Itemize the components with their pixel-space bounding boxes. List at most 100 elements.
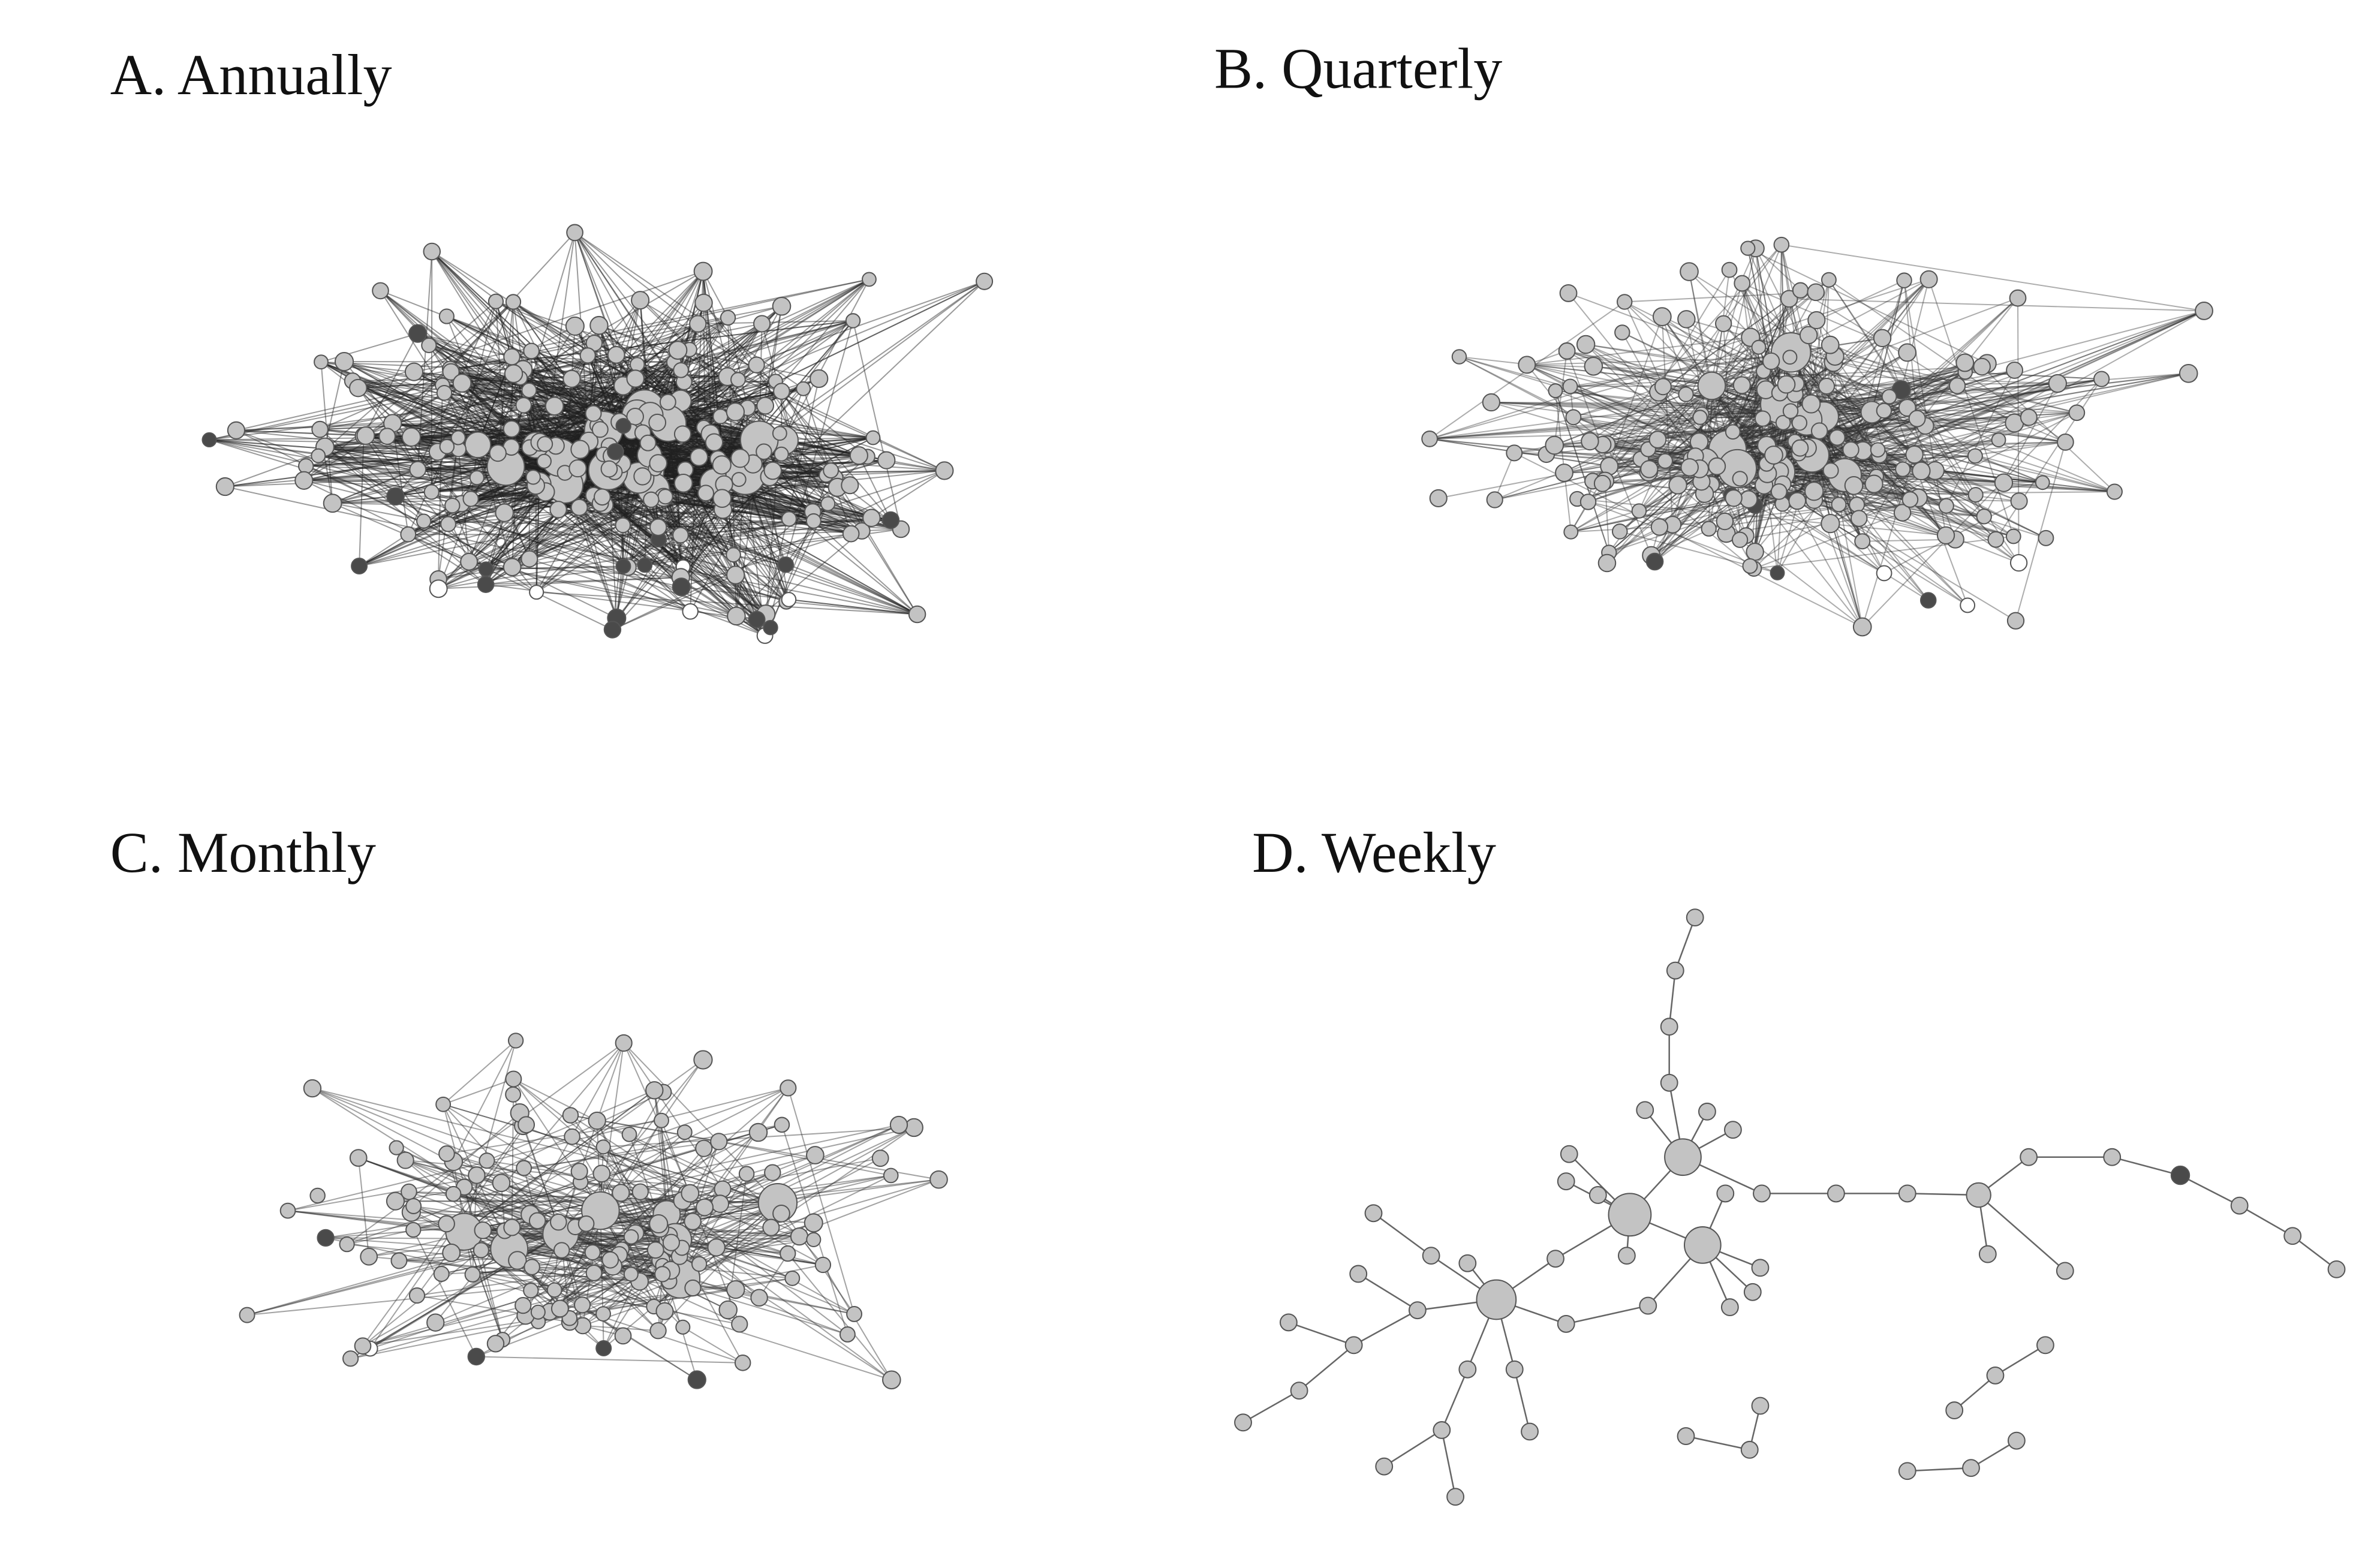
node xyxy=(2010,492,2028,510)
node xyxy=(1645,552,1664,571)
node xyxy=(672,577,691,597)
edge xyxy=(1441,1369,1469,1431)
edge xyxy=(1901,389,1976,457)
node xyxy=(1234,1413,1252,1432)
edge xyxy=(1686,1435,1750,1451)
node xyxy=(356,426,375,445)
edge xyxy=(413,1205,823,1266)
node xyxy=(1654,378,1672,396)
edge xyxy=(312,1088,666,1312)
node xyxy=(1617,1247,1636,1265)
node xyxy=(696,1198,714,1217)
edge xyxy=(1459,356,1812,456)
node xyxy=(738,1166,755,1182)
edge xyxy=(779,281,985,434)
edge xyxy=(1954,1374,1996,1411)
edge xyxy=(1566,350,2017,622)
edge xyxy=(775,381,814,522)
node xyxy=(1955,353,1975,372)
node xyxy=(1753,1184,1771,1203)
node xyxy=(530,1304,546,1320)
edge xyxy=(612,470,945,630)
edge xyxy=(529,390,874,439)
node xyxy=(1708,457,1726,475)
node xyxy=(1458,1254,1477,1272)
edge xyxy=(405,1160,654,1307)
node xyxy=(474,1221,492,1239)
node xyxy=(505,294,522,310)
node xyxy=(780,1245,796,1262)
node xyxy=(705,433,724,452)
edge xyxy=(443,1078,514,1105)
node xyxy=(1876,565,1892,582)
node xyxy=(655,1302,674,1320)
edge xyxy=(318,300,497,456)
edge xyxy=(1726,455,1813,534)
edge xyxy=(1554,390,1572,532)
node xyxy=(630,357,645,372)
edge xyxy=(588,441,859,456)
node xyxy=(1698,1102,1716,1121)
node xyxy=(662,1233,680,1251)
node xyxy=(1664,1138,1702,1176)
edge xyxy=(1726,481,2043,534)
edge xyxy=(1882,338,1976,495)
edge xyxy=(1871,411,2043,483)
edge xyxy=(718,1140,891,1176)
node xyxy=(467,1347,486,1366)
edge xyxy=(1585,344,1831,471)
node xyxy=(846,1306,863,1322)
edge xyxy=(574,232,868,458)
edge xyxy=(1430,425,1925,440)
node xyxy=(693,1050,713,1070)
node xyxy=(654,1266,671,1283)
node xyxy=(342,1350,359,1367)
edge xyxy=(1554,351,1568,446)
edge xyxy=(1358,1273,1418,1311)
node xyxy=(748,610,766,628)
node xyxy=(1588,1186,1607,1204)
edge xyxy=(236,414,637,431)
edge xyxy=(1812,454,2115,493)
node xyxy=(1446,1488,1465,1506)
edge xyxy=(476,1278,681,1358)
edge xyxy=(1494,419,1807,501)
node xyxy=(1850,510,1868,527)
edge xyxy=(417,333,512,357)
edge xyxy=(600,1210,666,1312)
edge xyxy=(511,1079,514,1228)
node xyxy=(1807,311,1826,330)
edge xyxy=(1288,1322,1355,1346)
edge xyxy=(1754,485,1765,552)
node xyxy=(311,448,326,464)
edge xyxy=(413,1229,477,1357)
edge xyxy=(442,381,684,386)
edge xyxy=(574,232,715,484)
edge xyxy=(392,422,610,447)
node xyxy=(442,1243,461,1262)
edge xyxy=(1747,248,1988,365)
edge xyxy=(1861,454,1915,627)
node xyxy=(1486,491,1503,508)
node xyxy=(814,1256,832,1274)
edge xyxy=(380,290,609,471)
edge xyxy=(1554,351,1792,446)
edge xyxy=(623,565,789,600)
node xyxy=(2179,363,2198,383)
edge xyxy=(431,251,532,352)
edge xyxy=(1727,449,1919,499)
node xyxy=(408,324,428,343)
edge xyxy=(1790,352,1880,456)
node xyxy=(1919,592,1937,609)
node xyxy=(1678,386,1694,402)
edge xyxy=(495,300,675,363)
edge xyxy=(765,378,820,615)
node xyxy=(1724,1121,1742,1139)
edge xyxy=(1430,417,1701,440)
node xyxy=(528,1212,546,1230)
node xyxy=(623,1229,639,1245)
edge xyxy=(1514,1369,1531,1432)
edge xyxy=(1994,1344,2046,1376)
edge xyxy=(653,279,870,490)
edge xyxy=(871,470,945,519)
